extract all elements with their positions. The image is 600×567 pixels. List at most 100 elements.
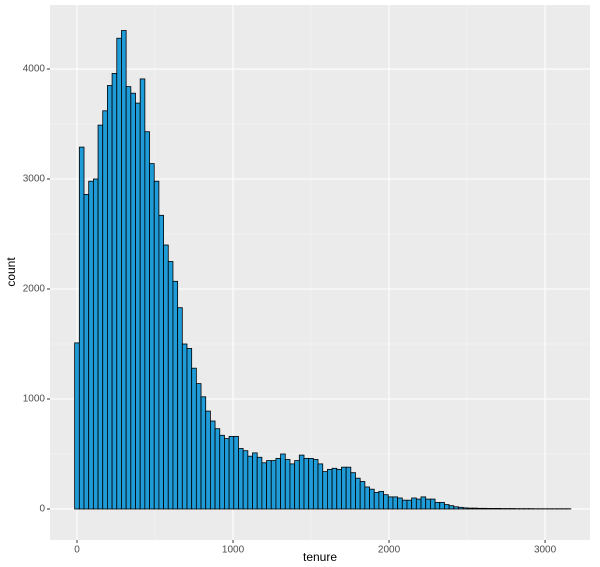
bar	[83, 194, 90, 510]
bar	[121, 30, 127, 510]
bar	[355, 477, 361, 510]
bar	[308, 457, 314, 510]
bar	[205, 410, 211, 510]
bar	[397, 497, 403, 510]
bar	[341, 466, 347, 510]
bar	[317, 463, 324, 510]
bar	[383, 494, 389, 510]
bar	[439, 501, 445, 510]
bar	[181, 343, 188, 510]
bar	[219, 434, 225, 510]
bar	[153, 180, 160, 510]
bar	[74, 342, 80, 510]
bar	[280, 453, 286, 510]
bar	[200, 396, 207, 510]
bar	[331, 467, 338, 510]
bar	[444, 504, 450, 510]
bar	[266, 460, 272, 510]
bar	[387, 496, 394, 510]
bar	[373, 492, 380, 510]
bar	[111, 73, 118, 510]
bar	[359, 481, 366, 510]
bar	[369, 488, 375, 510]
bar	[467, 507, 473, 510]
bar	[476, 507, 483, 510]
bar	[125, 86, 132, 510]
bar	[486, 508, 492, 510]
y-tick-label: 1000	[23, 394, 46, 405]
x-tick-label: 1000	[222, 545, 245, 556]
bar	[209, 420, 216, 510]
bar	[191, 367, 197, 510]
bar	[345, 466, 352, 510]
bar	[429, 498, 436, 510]
x-tick-label: 0	[74, 545, 80, 556]
bar	[242, 450, 249, 510]
bar	[233, 435, 239, 510]
bar	[275, 457, 282, 510]
y-tick-label: 4000	[23, 64, 46, 75]
bar	[303, 457, 310, 510]
x-tick-label: 3000	[534, 545, 557, 556]
bar	[401, 499, 408, 510]
bar	[425, 498, 431, 510]
bar	[364, 486, 370, 510]
bar	[415, 498, 422, 510]
bar	[195, 383, 202, 510]
bar	[135, 102, 141, 510]
bar	[289, 463, 296, 510]
bar	[252, 452, 258, 510]
bar	[177, 307, 183, 510]
bar	[312, 459, 319, 510]
bar	[224, 438, 230, 510]
bar	[130, 92, 136, 510]
bar	[102, 110, 108, 510]
bar	[453, 506, 459, 510]
bar	[167, 261, 174, 510]
y-tick-label: 3000	[23, 174, 46, 185]
bar	[92, 178, 99, 510]
bar	[448, 505, 455, 510]
y-axis-label: count	[4, 257, 18, 287]
bar	[411, 497, 417, 510]
bar	[270, 460, 277, 510]
bar	[163, 244, 169, 510]
bar	[350, 472, 356, 510]
bar	[78, 146, 85, 510]
bar	[495, 508, 501, 510]
y-tick-label: 0	[39, 504, 45, 515]
bar	[336, 468, 342, 510]
bar	[107, 85, 113, 510]
bar	[434, 501, 441, 510]
bar	[327, 468, 333, 510]
bar	[481, 507, 487, 510]
bar	[322, 471, 328, 510]
bar	[261, 462, 267, 510]
bar	[144, 131, 150, 510]
bar	[149, 163, 155, 510]
bar	[294, 460, 300, 510]
bar	[238, 448, 244, 510]
x-axis-label: tenure	[303, 550, 337, 564]
bar	[284, 459, 291, 510]
bar	[228, 435, 235, 510]
bar	[462, 507, 469, 510]
bar	[472, 507, 478, 510]
x-tick-label: 2000	[378, 545, 401, 556]
bar	[406, 499, 413, 510]
y-tick-label: 2000	[23, 284, 46, 295]
bar	[378, 490, 384, 510]
bar	[139, 78, 146, 510]
bar	[247, 455, 253, 510]
bar	[97, 124, 104, 510]
bar	[214, 428, 221, 510]
bar	[458, 506, 464, 510]
bar	[186, 347, 193, 510]
bar	[116, 37, 122, 510]
bar	[172, 280, 179, 510]
bar	[490, 508, 497, 510]
bar	[298, 454, 305, 510]
bar	[256, 456, 263, 510]
bar	[420, 496, 427, 510]
